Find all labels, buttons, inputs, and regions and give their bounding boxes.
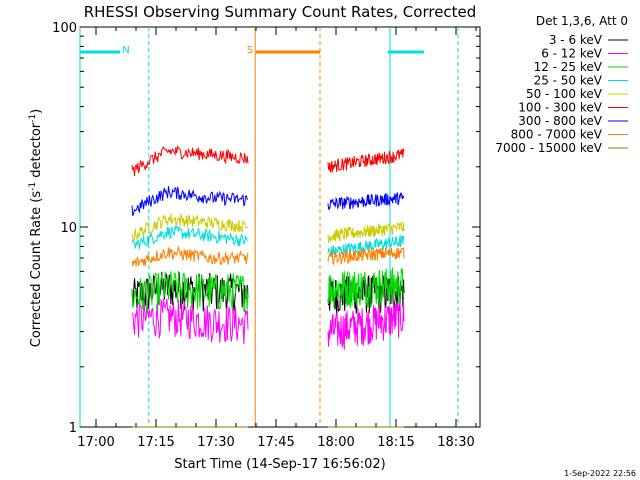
series-line [327,247,405,266]
series-line [327,234,405,258]
legend-label: 100 - 300 keV [518,101,602,115]
y-axis-label-sup: -1 [28,182,38,191]
legend-label: 12 - 25 keV [534,60,603,74]
series-line [327,192,405,211]
legend-label: 3 - 6 keV [549,33,603,47]
series-line [327,148,405,173]
x-tick-label: 18:15 [377,435,414,450]
legend-title: Det 1,3,6, Att 0 [536,14,628,28]
series-line [131,298,249,345]
series-line [327,267,405,309]
y-axis-ticks: 1 10 100 [52,21,480,436]
flag-label: S [247,45,253,56]
legend-label: 800 - 7000 keV [511,128,603,142]
series-line [131,245,249,267]
x-tick-label: 18:30 [437,435,474,450]
series-line [327,298,405,350]
y-axis-label-part: detector [29,122,44,182]
legend-label: 300 - 800 keV [518,114,602,128]
x-tick-label: 17:00 [77,435,114,450]
series-line [131,186,249,217]
series-line [131,270,249,315]
chart-title: RHESSI Observing Summary Count Rates, Co… [84,3,477,21]
series-line [131,225,249,250]
y-tick-label: 100 [52,21,77,36]
series-line [131,213,249,243]
y-axis-label: Corrected Count Rate (s-1 detector-1) [28,109,44,347]
y-tick-label: 10 [60,221,77,236]
x-tick-label: 17:15 [137,435,174,450]
x-axis-label: Start Time (14-Sep-17 16:56:02) [174,457,385,472]
flag-label: N [122,45,129,56]
y-axis-label-sup: -1 [28,114,38,123]
timestamp: 1-Sep-2022 22:56 [564,469,636,478]
legend-label: 50 - 100 keV [526,87,603,101]
legend-label: 6 - 12 keV [541,47,603,61]
y-axis-label-part: Corrected Count Rate (s [29,191,44,348]
x-tick-label: 17:45 [257,435,294,450]
series-line [327,221,405,243]
x-axis-ticks: 17:00 17:15 17:30 17:45 18:00 18:15 18:30 [77,27,477,450]
series-line [131,145,249,177]
x-tick-label: 18:00 [317,435,354,450]
x-tick-label: 17:30 [197,435,234,450]
legend-label: 25 - 50 keV [534,74,603,88]
y-tick-label: 1 [69,421,77,436]
y-axis-label-part: ) [29,109,44,114]
legend-label: 7000 - 15000 keV [495,141,602,155]
